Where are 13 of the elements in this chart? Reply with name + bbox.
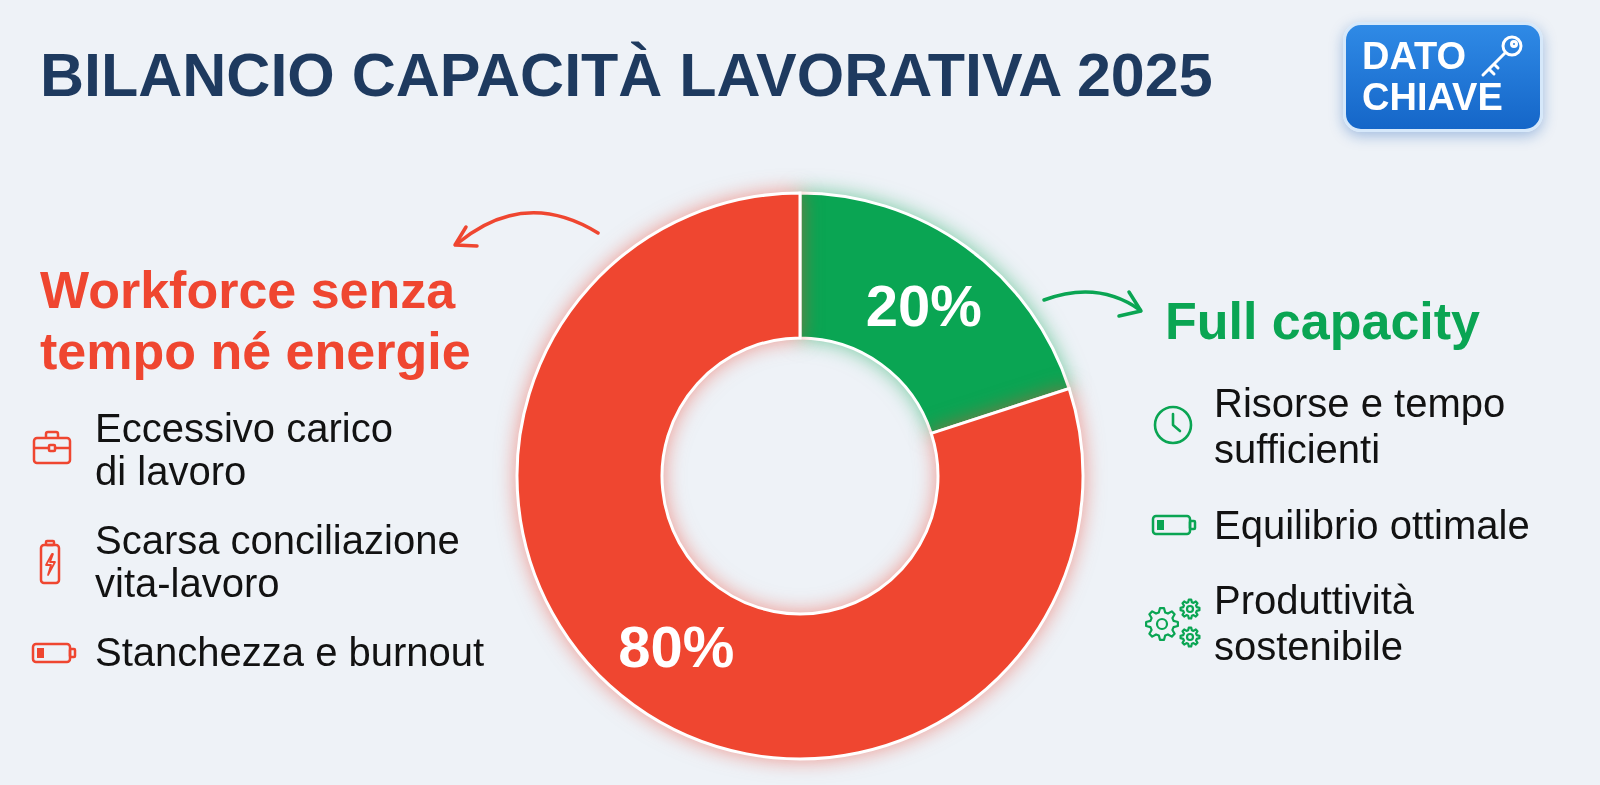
text: Risorse e tempo sufficienti [1214, 380, 1507, 472]
slice-label: Workforce senza tempo né energie [40, 260, 472, 382]
badge: DATO CHIAVE [1343, 22, 1543, 132]
data-label: 80% [618, 613, 735, 679]
donut-slice [515, 191, 1085, 761]
text: Equilibrio ottimale [1214, 502, 1531, 548]
text: Stanchezza e burnout [95, 630, 486, 674]
text: Eccessivo carico di lavoro [95, 406, 394, 493]
text: Produttività sostenibile [1214, 577, 1416, 669]
text: Scarsa conciliazione vita-lavoro [95, 518, 461, 605]
data-label: 20% [865, 273, 982, 339]
legend-label: Full capacity [1165, 291, 1481, 352]
chart-title: BILANCIO CAPACITÀ LAVORATIVA 2025 [40, 41, 1213, 109]
